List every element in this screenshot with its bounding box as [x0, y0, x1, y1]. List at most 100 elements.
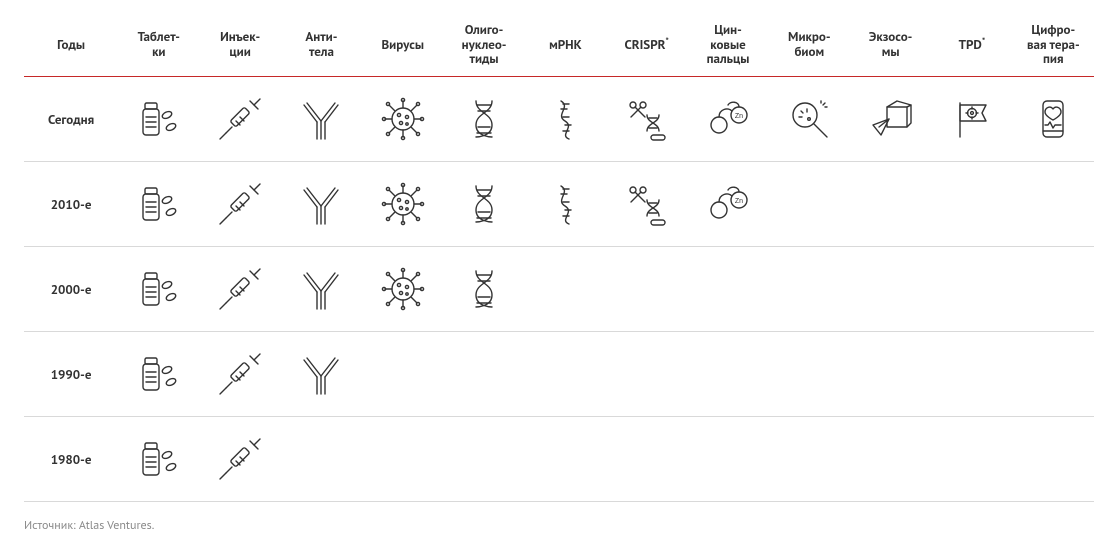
rna-strand-icon [525, 77, 606, 161]
cell-antib [281, 247, 362, 332]
cell-exo [850, 77, 931, 162]
cell-virus [362, 332, 443, 417]
cell-znf [687, 247, 768, 332]
source-caption: Источник: Atlas Ventures. [24, 518, 1094, 533]
cell-inject [199, 247, 280, 332]
pills-icon [118, 77, 199, 161]
cell-tpd [931, 162, 1012, 247]
col-header-digital: Цифро-вая тера-пия [1013, 14, 1094, 77]
cell-mrna [525, 77, 606, 162]
col-header-label: Анти-тела [305, 30, 337, 60]
crispr-icon [606, 162, 687, 246]
cell-oligo [443, 77, 524, 162]
cell-znf [687, 332, 768, 417]
cell-micro [769, 162, 850, 247]
col-header-antib: Анти-тела [281, 14, 362, 77]
cell-exo [850, 162, 931, 247]
cell-exo [850, 247, 931, 332]
cell-tpd [931, 417, 1012, 502]
cell-antib [281, 77, 362, 162]
header-row: ГодыТаблет-киИнъек-цииАнти-телаВирусыОли… [24, 14, 1094, 77]
dna-twist-icon [443, 77, 524, 161]
matrix-row: 1990-е [24, 332, 1094, 417]
cell-mrna [525, 162, 606, 247]
pills-icon [118, 247, 199, 331]
cell-oligo [443, 162, 524, 247]
cell-virus [362, 162, 443, 247]
digital-phone-icon [1013, 77, 1094, 161]
col-header-label: Цифро-вая тера-пия [1027, 23, 1080, 68]
cell-antib [281, 162, 362, 247]
matrix-row: Сегодня [24, 77, 1094, 162]
antibody-icon [281, 162, 362, 246]
pills-icon [118, 332, 199, 416]
col-header-label: CRISPR [625, 38, 666, 53]
syringe-icon [199, 162, 280, 246]
virus-icon [362, 162, 443, 246]
cell-tpd [931, 247, 1012, 332]
cell-micro [769, 332, 850, 417]
matrix-body: Сегодня2010-е2000-е1990-е1980-е [24, 77, 1094, 502]
col-header-tpd: TPD* [931, 14, 1012, 77]
crispr-icon [606, 77, 687, 161]
col-header-exo: Экзосо-мы [850, 14, 931, 77]
cell-crispr [606, 247, 687, 332]
cell-digital [1013, 417, 1094, 502]
cell-exo [850, 417, 931, 502]
virus-icon [362, 247, 443, 331]
cell-tpd [931, 77, 1012, 162]
cell-micro [769, 77, 850, 162]
col-header-label: Цин-ковыепальцы [707, 23, 750, 68]
microbiome-icon [769, 77, 850, 161]
col-header-label: мРНК [549, 38, 582, 53]
col-header-sup: * [982, 36, 985, 47]
cell-virus [362, 417, 443, 502]
pills-icon [118, 417, 199, 501]
exosome-icon [850, 77, 931, 161]
cell-micro [769, 417, 850, 502]
cell-inject [199, 77, 280, 162]
col-header-crispr: CRISPR* [606, 14, 687, 77]
col-header-label: Олиго-нуклео-тиды [462, 23, 507, 68]
row-label: Сегодня [24, 77, 118, 162]
cell-inject [199, 417, 280, 502]
cell-micro [769, 247, 850, 332]
cell-virus [362, 247, 443, 332]
col-header-micro: Микро-биом [769, 14, 850, 77]
cell-crispr [606, 332, 687, 417]
cell-antib [281, 332, 362, 417]
col-header-inject: Инъек-ции [199, 14, 280, 77]
cell-mrna [525, 332, 606, 417]
zinc-finger-icon [687, 162, 768, 246]
syringe-icon [199, 332, 280, 416]
antibody-icon [281, 77, 362, 161]
col-header-label: Годы [57, 38, 85, 53]
zinc-finger-icon [687, 77, 768, 161]
cell-antib [281, 417, 362, 502]
cell-crispr [606, 77, 687, 162]
cell-inject [199, 332, 280, 417]
pills-icon [118, 162, 199, 246]
matrix-table: ГодыТаблет-киИнъек-цииАнти-телаВирусыОли… [24, 14, 1094, 502]
col-header-years: Годы [24, 14, 118, 77]
cell-oligo [443, 247, 524, 332]
syringe-icon [199, 417, 280, 501]
col-header-label: Инъек-ции [220, 30, 260, 60]
cell-tablets [118, 332, 199, 417]
cell-oligo [443, 332, 524, 417]
col-header-tablets: Таблет-ки [118, 14, 199, 77]
col-header-znf: Цин-ковыепальцы [687, 14, 768, 77]
cell-tablets [118, 247, 199, 332]
row-label: 1980-е [24, 417, 118, 502]
cell-virus [362, 77, 443, 162]
cell-oligo [443, 417, 524, 502]
antibody-icon [281, 247, 362, 331]
syringe-icon [199, 247, 280, 331]
matrix-row: 1980-е [24, 417, 1094, 502]
matrix-row: 2000-е [24, 247, 1094, 332]
cell-znf [687, 162, 768, 247]
cell-digital [1013, 332, 1094, 417]
dna-twist-icon [443, 247, 524, 331]
col-header-label: Микро-биом [788, 30, 831, 60]
col-header-oligo: Олиго-нуклео-тиды [443, 14, 524, 77]
